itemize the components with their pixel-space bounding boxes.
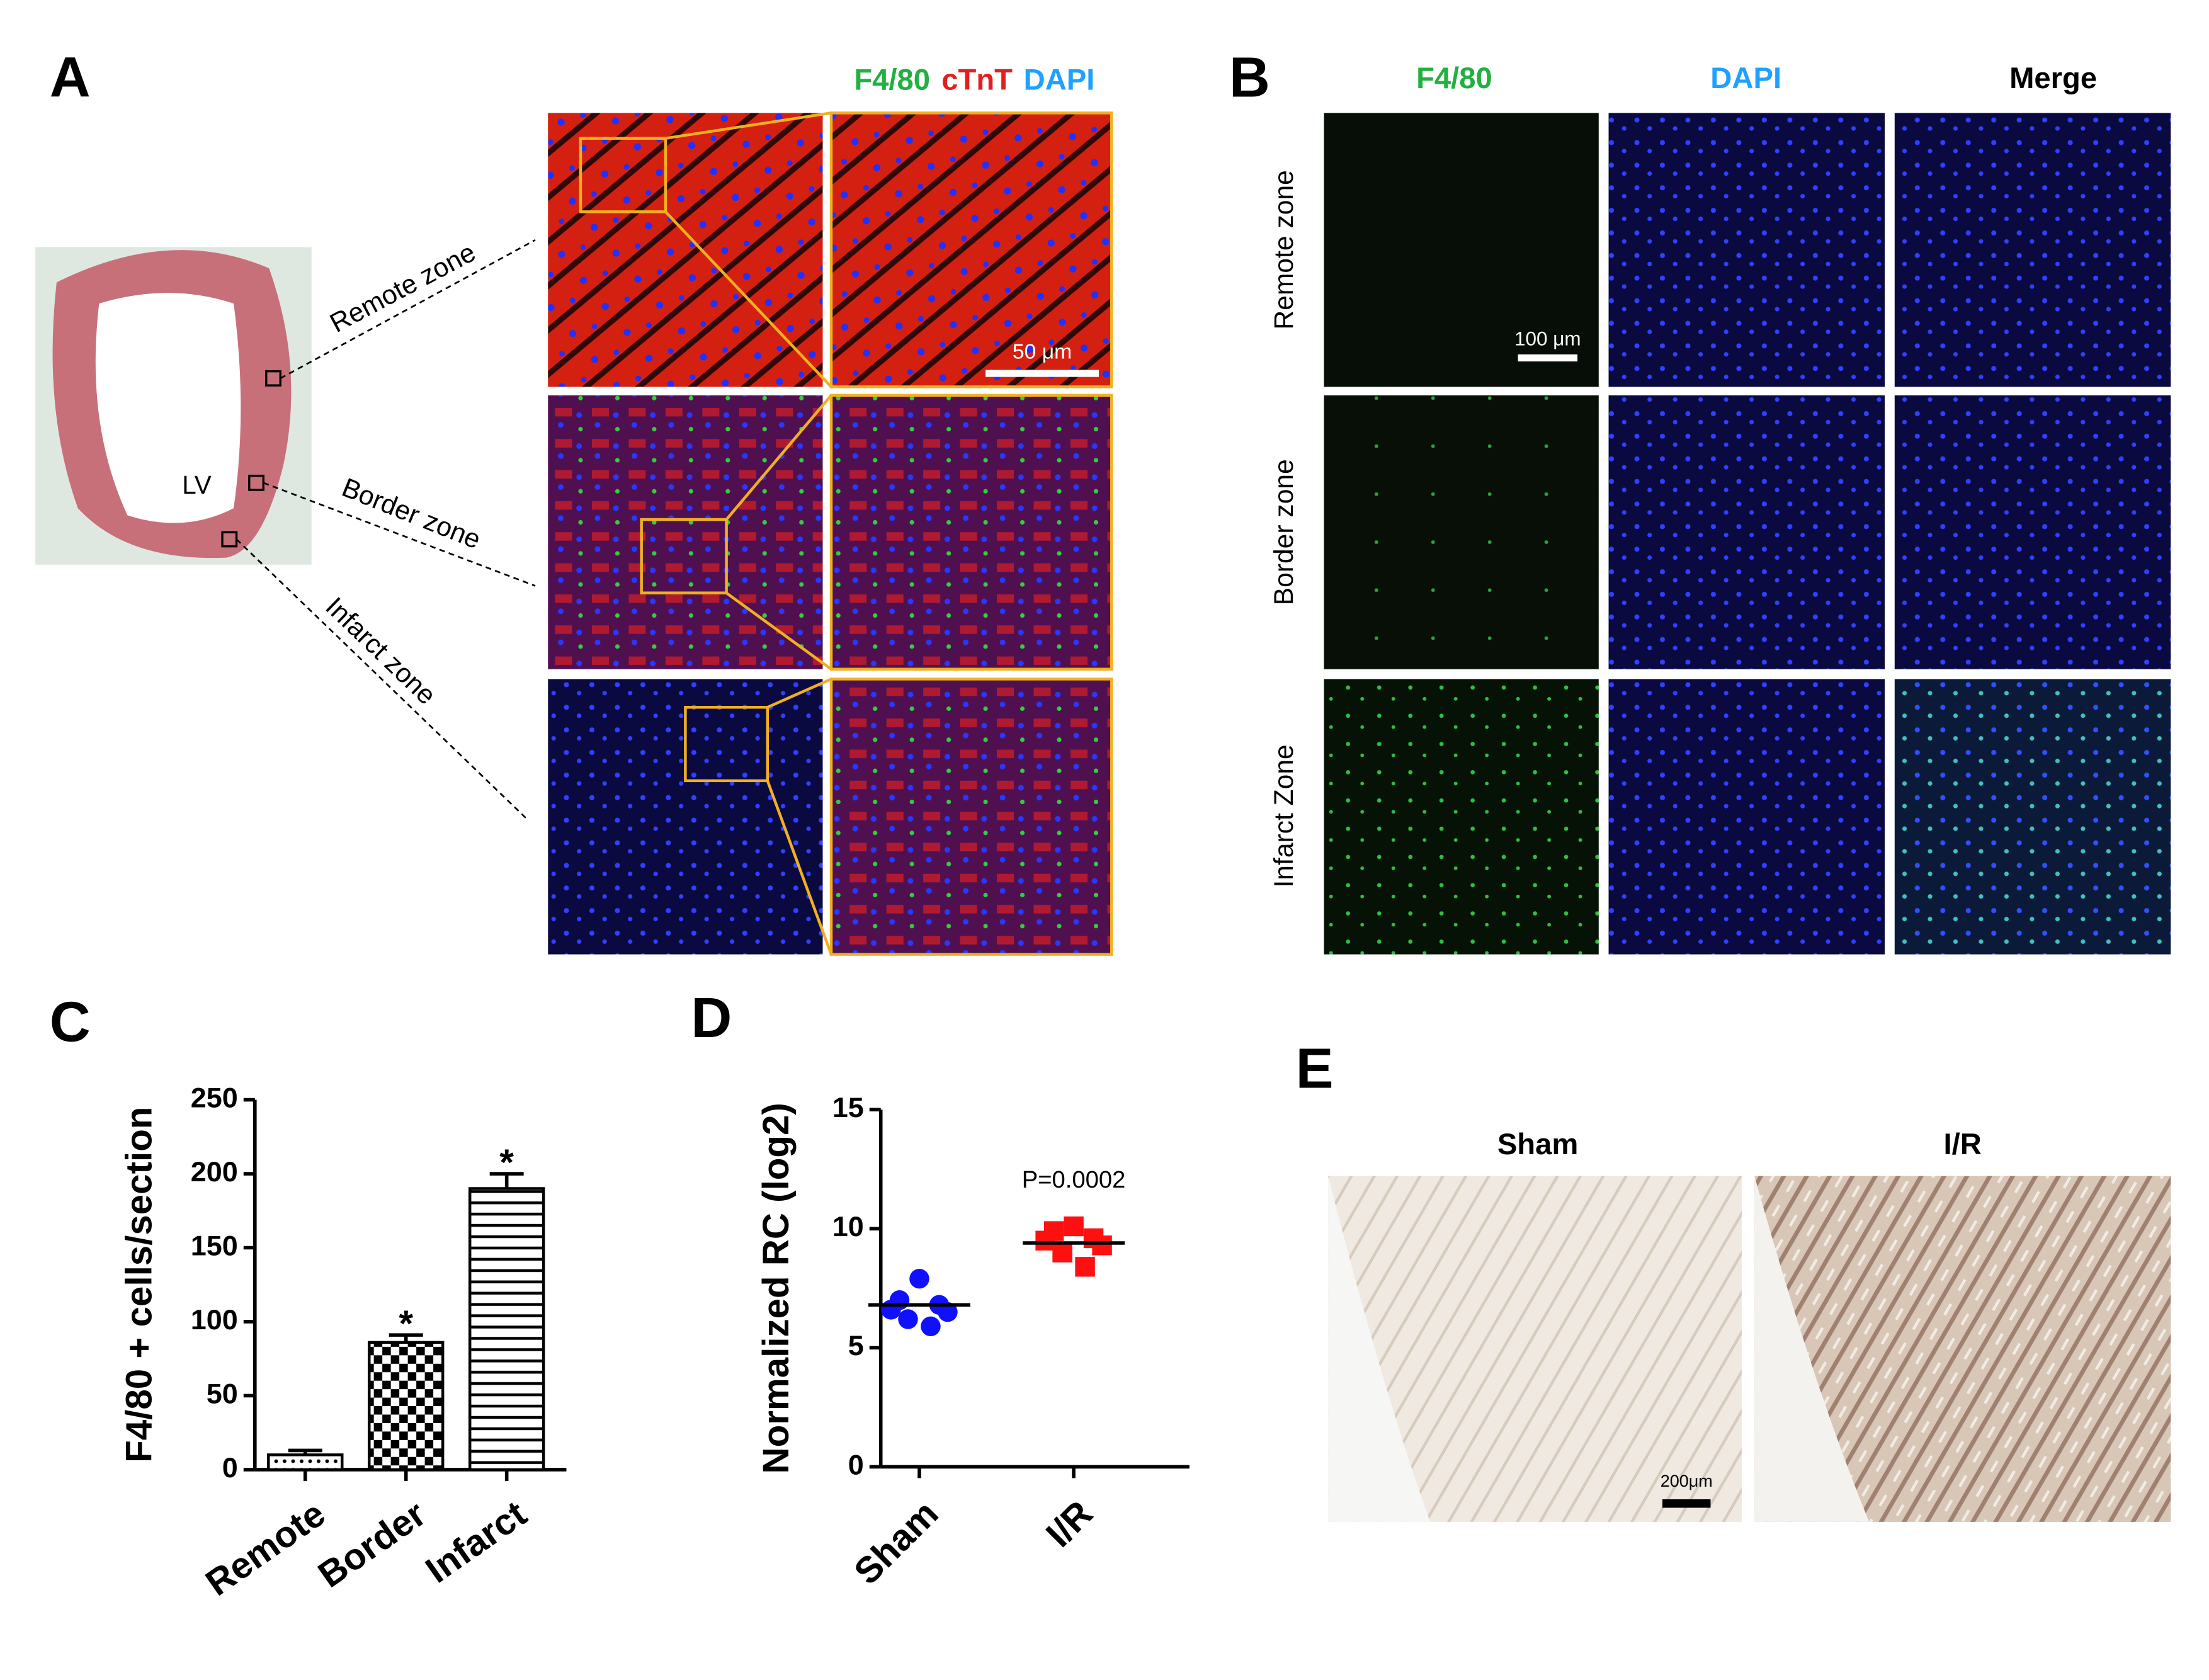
panel-label: A	[50, 47, 91, 110]
point	[881, 1300, 901, 1320]
bar	[468, 1187, 545, 1472]
zone-label: Remote zone	[325, 237, 480, 339]
y-axis-label: F4/80 + cells/section	[118, 1107, 159, 1463]
panel-label: D	[691, 987, 732, 1050]
annotation: *	[499, 1142, 514, 1183]
panel-label: E	[1296, 1038, 1334, 1101]
stain-label: DAPI	[1024, 63, 1095, 96]
lv-label: LV	[182, 470, 212, 499]
zone-lines	[236, 239, 536, 820]
x-tick-label: Infarct	[418, 1493, 534, 1591]
annotation: P=0.0002	[1022, 1166, 1126, 1193]
column-header: Sham	[1497, 1127, 1579, 1161]
y-tick-label: 0	[222, 1451, 238, 1484]
point	[1075, 1257, 1095, 1277]
panel-label: C	[50, 991, 91, 1054]
y-tick-label: 15	[832, 1091, 864, 1123]
scale-bar-label: 50 μm	[1013, 340, 1072, 363]
y-tick-label: 50	[207, 1377, 238, 1409]
error-bar	[288, 1448, 322, 1455]
row-label: Border zone	[1269, 459, 1299, 605]
row-label: Infarct Zone	[1269, 744, 1299, 887]
micrographs-b	[1324, 113, 2171, 955]
x-tick-label: Sham	[846, 1493, 946, 1592]
stain-label: F4/80	[854, 63, 930, 96]
bar	[367, 1341, 445, 1472]
scale-bar-label: 200μm	[1661, 1472, 1713, 1490]
bar	[267, 1453, 344, 1472]
zone-label: Infarct zone	[320, 591, 442, 710]
ihc-images	[1328, 1176, 2171, 1522]
point	[1064, 1216, 1084, 1237]
stain-label: cTnT	[941, 63, 1013, 96]
lv-cavity	[95, 293, 241, 523]
y-axis-label: Normalized RC (log2)	[756, 1103, 797, 1473]
error-bar	[389, 1333, 423, 1342]
y-tick-label: 250	[191, 1081, 238, 1113]
x-tick-label: Border	[311, 1493, 433, 1596]
y-tick-label: 5	[848, 1329, 864, 1361]
y-tick-label: 200	[191, 1155, 238, 1188]
annotation: *	[399, 1303, 413, 1344]
scale-bar-label: 100 μm	[1514, 328, 1581, 350]
point	[938, 1302, 958, 1322]
point	[1035, 1230, 1055, 1251]
micrographs-a	[548, 111, 1113, 956]
column-header: DAPI	[1710, 61, 1781, 94]
y-tick-label: 10	[832, 1210, 864, 1242]
error-bar	[489, 1172, 524, 1189]
y-tick-label: 0	[848, 1448, 864, 1480]
row-label: Remote zone	[1269, 170, 1299, 329]
column-header: F4/80	[1416, 61, 1492, 94]
column-header: I/R	[1944, 1127, 1982, 1161]
zone-label: Border zone	[338, 472, 485, 555]
point	[1052, 1242, 1072, 1263]
y-tick-label: 150	[191, 1229, 238, 1261]
x-tick-label: I/R	[1038, 1493, 1101, 1555]
point	[909, 1269, 929, 1289]
x-tick-label: Remote	[198, 1493, 332, 1604]
panel-label: B	[1229, 47, 1270, 110]
point	[898, 1309, 918, 1329]
y-tick-label: 100	[191, 1303, 238, 1336]
point	[1092, 1235, 1112, 1256]
point	[921, 1316, 941, 1337]
column-header: Merge	[2009, 61, 2097, 94]
